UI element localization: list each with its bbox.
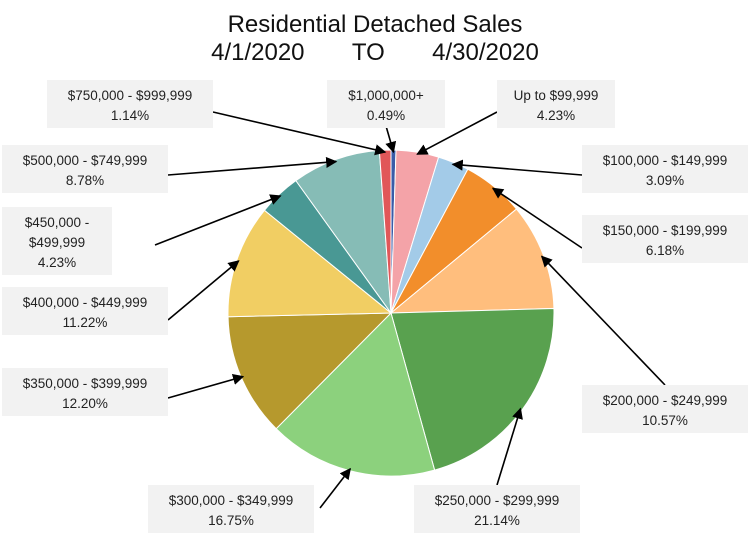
slice-range: $499,999 <box>29 235 85 250</box>
date-from: 4/1/2020 <box>211 39 305 66</box>
slice-label: $750,000 - $999,999 1.14% <box>47 80 213 128</box>
leader-arrows <box>154 111 666 509</box>
slice-label: $500,000 - $749,999 8.78% <box>2 145 168 193</box>
slice-range: $200,000 - $249,999 <box>603 393 728 408</box>
label-box <box>327 80 445 128</box>
label-box <box>148 485 314 533</box>
slice-label: $300,000 - $349,999 16.75% <box>148 485 314 533</box>
chart-date-range: 4/1/2020 TO 4/30/2020 <box>0 40 750 66</box>
slice-range: $350,000 - $399,999 <box>23 376 148 391</box>
slice-range: $250,000 - $299,999 <box>435 493 560 508</box>
leader-arrow <box>385 125 397 154</box>
slice-percent: 8.78% <box>66 173 104 188</box>
slice-percent: 11.22% <box>63 315 108 330</box>
leader-arrow <box>167 156 338 176</box>
slice-range: $150,000 - $199,999 <box>603 223 728 238</box>
label-box <box>582 385 748 433</box>
slice-range: $500,000 - $749,999 <box>23 153 148 168</box>
slice-percent: 12.20% <box>62 396 108 411</box>
label-box <box>414 485 580 533</box>
slice-labels: $1,000,000+ 0.49% Up to $99,999 4.23% $100,0… <box>2 80 748 533</box>
slice-range: $750,000 - $999,999 <box>68 88 193 103</box>
label-box <box>2 287 168 335</box>
label-box <box>2 368 168 416</box>
slice-range: $300,000 - $349,999 <box>169 493 294 508</box>
slice-label: $1,000,000+ 0.49% <box>327 80 445 128</box>
slice-range: Up to $99,999 <box>514 88 599 103</box>
slice-range: $1,000,000+ <box>348 88 424 103</box>
label-box <box>582 215 748 263</box>
label-box <box>2 145 168 193</box>
slice-label: $400,000 - $449,999 11.22% <box>2 287 168 335</box>
slice-label: $450,000 - $499,999 4.23% <box>2 207 112 275</box>
date-to: 4/30/2020 <box>432 39 539 66</box>
slice-label: $150,000 - $199,999 6.18% <box>582 215 748 263</box>
slice-percent: 6.18% <box>646 243 684 258</box>
leader-arrow <box>167 260 240 321</box>
slice-label: $200,000 - $249,999 10.57% <box>582 385 748 433</box>
leader-arrow <box>212 111 387 156</box>
slice-percent: 4.23% <box>537 108 575 123</box>
pie-slices <box>227 149 555 477</box>
leader-arrow <box>496 407 523 486</box>
slice-percent: 3.09% <box>646 173 684 188</box>
slice-percent: 21.14% <box>474 513 520 528</box>
label-box <box>497 80 615 128</box>
leader-arrow <box>540 255 666 386</box>
leader-arrow <box>451 159 583 176</box>
slice-label: $100,000 - $149,999 3.09% <box>582 145 748 193</box>
slice-range: $450,000 - <box>25 215 90 230</box>
slice-label: $250,000 - $299,999 21.14% <box>414 485 580 533</box>
slice-percent: 0.49% <box>367 108 405 123</box>
slice-label: Up to $99,999 4.23% <box>497 80 615 128</box>
slice-percent: 16.75% <box>208 513 254 528</box>
leader-arrow <box>491 187 583 249</box>
slice-range: $400,000 - $449,999 <box>23 295 148 310</box>
label-box <box>2 207 112 275</box>
slice-percent: 4.23% <box>38 255 76 270</box>
slice-label: $350,000 - $399,999 12.20% <box>2 368 168 416</box>
slice-range: $100,000 - $149,999 <box>603 153 728 168</box>
label-box <box>582 145 748 193</box>
slice-percent: 1.14% <box>111 108 149 123</box>
label-box <box>47 80 213 128</box>
slice-percent: 10.57% <box>642 413 688 428</box>
leader-arrow <box>167 373 245 399</box>
leader-arrow <box>416 111 498 155</box>
leader-arrow <box>319 467 351 509</box>
date-to-word: TO <box>351 39 385 66</box>
leader-arrow <box>154 194 282 246</box>
chart-title: Residential Detached Sales <box>227 11 523 38</box>
